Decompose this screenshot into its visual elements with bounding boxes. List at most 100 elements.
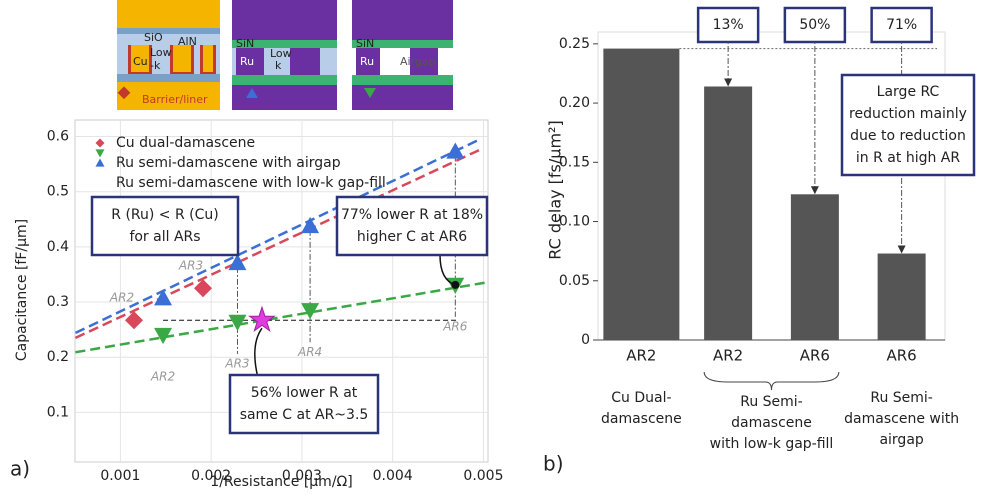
y-tick-label: 0.15 bbox=[559, 154, 590, 170]
annotation-box bbox=[90, 195, 240, 257]
point bbox=[301, 303, 320, 320]
annotation-text: airgap bbox=[879, 432, 923, 448]
legend-marker bbox=[95, 158, 105, 167]
y-tick-label: 0.10 bbox=[559, 214, 590, 230]
schematic-label: k bbox=[275, 59, 282, 72]
bar bbox=[790, 194, 839, 340]
y-axis-label: Capacitance [fF/μm] bbox=[14, 219, 30, 361]
annotation-box bbox=[228, 373, 380, 435]
bar bbox=[704, 86, 753, 340]
bar bbox=[877, 253, 926, 340]
annotation-text: Ru Semi- bbox=[740, 394, 803, 410]
x-tick-label: AR2 bbox=[626, 347, 656, 365]
legend-marker bbox=[95, 138, 105, 148]
schematic-label: Ru bbox=[240, 55, 254, 68]
y-tick-label: 0.1 bbox=[47, 404, 69, 420]
schematic-label: SiN bbox=[236, 37, 254, 50]
group-brace bbox=[703, 371, 840, 391]
legend-label: Cu dual-damascene bbox=[116, 135, 255, 151]
arrow-head bbox=[810, 186, 819, 195]
highlight-star bbox=[248, 305, 276, 333]
panel-label: b) bbox=[543, 452, 564, 476]
point-label: AR6 bbox=[442, 319, 468, 333]
annotation-box bbox=[335, 195, 489, 257]
point-label: AR3 bbox=[178, 259, 203, 273]
plot-area bbox=[74, 119, 489, 463]
legend-label: Ru semi-damascene with low-k gap-fill bbox=[116, 175, 386, 191]
y-axis-label: RC delay [fs/μm²] bbox=[546, 120, 565, 259]
schematic bbox=[117, 0, 453, 110]
x-tick-label: AR2 bbox=[713, 347, 743, 365]
schematic-label: -k bbox=[150, 59, 161, 72]
annotation-text: in R at high AR bbox=[856, 150, 960, 166]
y-tick-label: 0.6 bbox=[47, 129, 69, 145]
label-box bbox=[870, 6, 933, 44]
legend-marker bbox=[95, 149, 105, 158]
callout-line bbox=[439, 254, 456, 286]
annotation-text: R (Ru) < R (Cu) bbox=[111, 207, 218, 223]
x-tick-label: AR6 bbox=[800, 347, 830, 365]
y-tick-label: 0.2 bbox=[47, 349, 69, 365]
annotation-text: reduction mainly bbox=[849, 106, 967, 122]
schematic-label: AlN bbox=[178, 35, 197, 48]
annotation-text: Cu Dual- bbox=[611, 390, 671, 406]
point bbox=[228, 253, 247, 271]
schematic-label: SiN bbox=[356, 37, 374, 50]
x-tick-label: 0.001 bbox=[100, 468, 140, 484]
point-label: AR4 bbox=[297, 345, 322, 359]
annotation-box bbox=[840, 73, 976, 177]
point bbox=[301, 216, 320, 234]
annotation-text: damascene bbox=[601, 411, 682, 427]
arrow-head bbox=[897, 245, 906, 254]
schematic-label: Low bbox=[150, 46, 172, 59]
reduction-label: 50% bbox=[799, 17, 830, 33]
schematic-label: Low bbox=[270, 47, 292, 60]
y-tick-label: 0.4 bbox=[47, 239, 69, 255]
annotation-text: with low-k gap-fill bbox=[710, 436, 834, 452]
point bbox=[228, 314, 247, 331]
schematic-label: Ru bbox=[360, 55, 374, 68]
schematic-label: Cu bbox=[133, 55, 148, 68]
annotation-text: Ru Semi- bbox=[870, 390, 933, 406]
x-axis-label: 1/Resistance [μm/Ω] bbox=[210, 474, 352, 490]
schematic-label: Barrier/liner bbox=[142, 93, 208, 106]
arrow-head bbox=[724, 78, 733, 87]
annotation-text: same C at AR~3.5 bbox=[240, 407, 369, 423]
y-tick-label: 0.20 bbox=[559, 95, 590, 111]
y-tick-label: 0.5 bbox=[47, 184, 69, 200]
legend-label: Ru semi-damascene with airgap bbox=[116, 155, 341, 171]
point-label: AR2 bbox=[150, 370, 175, 384]
y-tick-label: 0.25 bbox=[559, 36, 590, 52]
label-box bbox=[696, 6, 760, 44]
panel-label: a) bbox=[10, 457, 30, 481]
x-tick-label: 0.003 bbox=[282, 468, 322, 484]
annotation-text: 56% lower R at bbox=[251, 385, 358, 401]
annotation-text: 77% lower R at 18% bbox=[341, 207, 483, 223]
annotation-text: Large RC bbox=[877, 84, 940, 100]
point bbox=[154, 327, 173, 345]
bar bbox=[603, 48, 680, 340]
fit-line bbox=[75, 280, 489, 354]
reduction-label: 13% bbox=[713, 17, 744, 33]
schematic-label: Airgap bbox=[400, 55, 436, 68]
annotation-text: for all ARs bbox=[129, 229, 200, 245]
annotation-text: due to reduction bbox=[850, 128, 966, 144]
callout-line bbox=[254, 327, 263, 379]
schematic-label: SiO bbox=[144, 31, 163, 44]
annotation-text: damascene with bbox=[844, 411, 959, 427]
y-tick-label: 0.3 bbox=[47, 294, 69, 310]
point-label: AR2 bbox=[109, 291, 134, 305]
point bbox=[193, 279, 212, 298]
x-tick-label: 0.005 bbox=[463, 468, 503, 484]
x-tick-label: AR6 bbox=[887, 347, 917, 365]
annotation-text: damascene bbox=[731, 415, 812, 431]
point bbox=[154, 289, 173, 306]
annotation-text: higher C at AR6 bbox=[357, 229, 467, 245]
point bbox=[125, 311, 143, 330]
reduction-label: 71% bbox=[886, 17, 917, 33]
x-tick-label: 0.002 bbox=[191, 468, 231, 484]
y-tick-label: 0.05 bbox=[559, 273, 590, 289]
x-tick-label: 0.004 bbox=[373, 468, 413, 484]
y-tick-label: 0 bbox=[581, 332, 590, 348]
